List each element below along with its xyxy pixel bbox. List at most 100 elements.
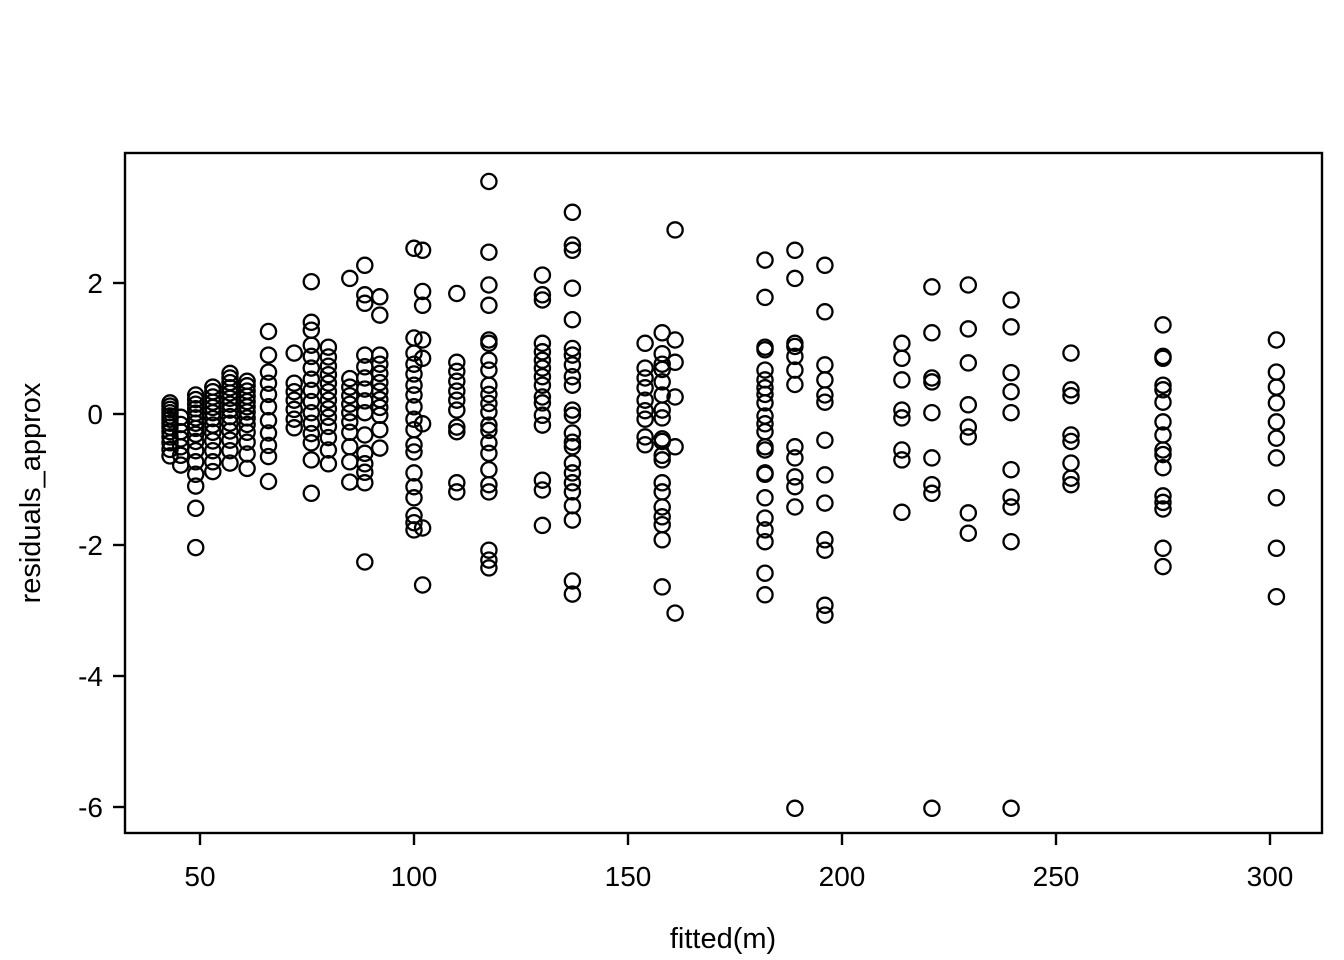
data-point	[221, 441, 239, 460]
data-point	[356, 455, 374, 473]
data-point	[480, 376, 498, 394]
data-point	[221, 431, 239, 449]
data-point	[285, 382, 303, 401]
data-point	[371, 306, 389, 324]
data-point	[636, 410, 654, 428]
data-point	[653, 401, 671, 419]
data-point	[653, 578, 671, 596]
data-point	[1062, 469, 1080, 487]
data-point	[413, 519, 432, 537]
data-point	[653, 483, 671, 501]
data-point	[533, 394, 552, 412]
data-point	[1002, 363, 1020, 382]
data-point	[923, 403, 941, 422]
data-point	[413, 296, 432, 315]
data-point	[563, 339, 582, 358]
data-point	[204, 462, 222, 481]
data-point	[319, 408, 338, 427]
x-axis-ticks: 50 100 150 200 250 300	[184, 833, 1293, 892]
data-point	[893, 371, 911, 389]
data-point	[653, 355, 671, 373]
y-tick-label: -6	[78, 792, 103, 823]
data-point	[533, 388, 552, 406]
data-point	[204, 403, 222, 422]
data-point	[221, 454, 239, 472]
data-point	[259, 346, 278, 364]
data-point	[756, 532, 774, 551]
y-tick-label: 0	[87, 399, 103, 430]
data-point	[666, 438, 684, 456]
data-point	[319, 357, 338, 375]
data-point	[186, 395, 205, 413]
data-point	[259, 424, 278, 442]
data-point	[1002, 318, 1020, 336]
data-point	[756, 441, 774, 459]
x-tick-label: 150	[605, 861, 652, 892]
data-point	[204, 409, 222, 428]
data-point	[786, 799, 804, 818]
data-point	[186, 390, 205, 409]
data-point	[480, 403, 498, 421]
data-point	[186, 425, 205, 444]
data-points	[161, 172, 1286, 818]
data-point	[923, 484, 941, 503]
data-point	[1267, 378, 1286, 396]
data-point	[204, 393, 222, 411]
data-point	[302, 313, 321, 332]
data-point	[341, 423, 359, 442]
data-point	[1154, 458, 1172, 477]
data-point	[161, 434, 179, 452]
data-point	[923, 278, 941, 296]
data-point	[405, 436, 423, 454]
data-point	[480, 334, 498, 353]
data-point	[238, 423, 256, 442]
data-point	[204, 441, 222, 460]
data-point	[756, 251, 774, 269]
data-point	[1267, 429, 1286, 447]
data-point	[302, 451, 321, 469]
data-point	[636, 369, 654, 387]
data-point	[653, 451, 671, 469]
data-point	[653, 373, 671, 391]
data-point	[923, 373, 941, 391]
data-point	[302, 381, 321, 400]
data-point	[405, 239, 423, 258]
data-point	[319, 365, 338, 384]
data-point	[259, 322, 278, 341]
data-point	[1002, 488, 1020, 506]
data-point	[480, 559, 498, 577]
data-point	[319, 348, 338, 366]
data-point	[221, 414, 239, 432]
data-point	[285, 374, 303, 392]
data-point	[448, 418, 466, 436]
data-point	[186, 453, 205, 471]
data-point	[259, 363, 278, 381]
data-point	[186, 419, 205, 438]
data-point	[563, 454, 582, 472]
data-point	[1002, 291, 1020, 309]
data-point	[786, 347, 804, 366]
data-point	[533, 286, 552, 304]
data-point	[448, 353, 466, 372]
data-point	[563, 241, 582, 260]
data-point	[1154, 500, 1172, 518]
data-point	[356, 553, 374, 571]
data-point	[1002, 498, 1020, 516]
data-point	[756, 385, 774, 404]
data-point	[636, 334, 654, 353]
data-point	[816, 386, 834, 404]
data-point	[959, 524, 978, 542]
data-point	[563, 572, 582, 590]
data-point	[480, 475, 498, 494]
y-tick-label: -2	[78, 530, 103, 561]
data-point	[1267, 413, 1286, 431]
data-point	[1154, 487, 1172, 505]
data-point	[563, 585, 582, 603]
data-point	[448, 382, 466, 400]
data-point	[563, 376, 582, 394]
data-point	[413, 576, 432, 594]
data-point	[221, 401, 239, 419]
data-point	[563, 483, 582, 501]
data-point	[480, 460, 498, 479]
